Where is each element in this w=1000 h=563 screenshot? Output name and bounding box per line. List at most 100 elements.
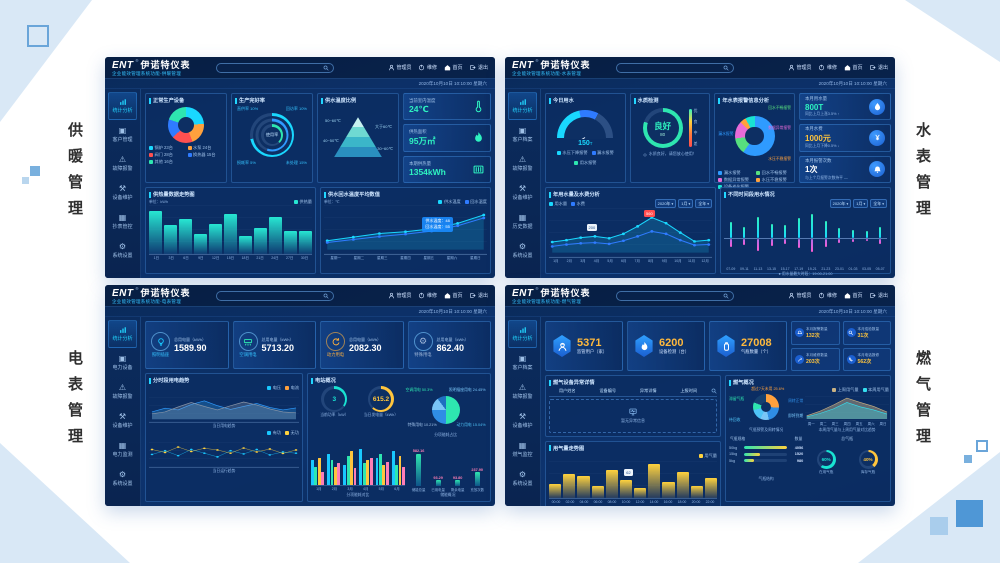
tools-icon: ⚒ — [118, 411, 127, 421]
logo: ENT ® 伊诺特仪表 企业能效管理系统功能-水表管理 — [512, 58, 608, 78]
sidebar-item-settings[interactable]: ⚙ 系统设置 — [112, 241, 133, 260]
nav-home[interactable]: 首页 — [444, 64, 462, 71]
range-select[interactable]: 全年 — [870, 199, 887, 208]
power-icon — [819, 64, 825, 71]
nav-logout[interactable]: 退出 — [469, 292, 488, 299]
app-header: ENT ® 伊诺特仪表 企业能效管理系统功能-供暖管理 管理员 维修 首页 退出 — [105, 57, 495, 79]
nav-admin[interactable]: 管理员 — [388, 292, 411, 299]
sidebar-item-monitor[interactable]: ▦ 燃气监控 — [512, 440, 533, 459]
range-select[interactable]: 全年 — [695, 199, 712, 208]
search-input[interactable] — [216, 290, 334, 301]
temp-line-chart — [324, 205, 487, 255]
sidebar-item-meter[interactable]: ▦ 抄表管控 — [112, 212, 133, 231]
ac-icon — [243, 338, 253, 346]
nav-admin[interactable]: 管理员 — [788, 292, 811, 299]
col-device-id[interactable]: 设备编号 — [599, 388, 617, 393]
x-axis-labels: 07-09 09-11 11-13 13-15 15-17 17-19 19-21 21-23… — [726, 267, 885, 271]
panel-title: 燃气概况 — [733, 380, 754, 386]
user-icon — [788, 292, 794, 299]
nav-home[interactable]: 首页 — [444, 292, 462, 299]
card-special: ⚙ 特殊用电 总用电量（kWh） 862.40 — [407, 321, 491, 369]
logo-reg: ® — [135, 285, 139, 291]
sidebar-item-customers[interactable]: ▣ 客户档案 — [512, 125, 533, 144]
nav-service[interactable]: 维修 — [818, 292, 837, 299]
year-select[interactable]: 2020年 — [829, 199, 852, 208]
panel-period-usage: 不同时间段用水情况 2020年1月全年 07-0909-1111-1313-15… — [720, 187, 891, 276]
logout-icon — [470, 65, 476, 70]
card-ac: 空调用电 总用电量（kWh） 5713.20 — [232, 321, 316, 369]
subtitle: 企业能效管理系统功能-燃气管理 — [512, 299, 581, 305]
nav-logout[interactable]: 退出 — [869, 292, 888, 299]
panel-abnormal: 燃气设备异常详情 用户姓名 设备编号 异常详情 上报时间 暂无异常信息 — [545, 375, 721, 437]
quality-ring-chart: 良好 80 — [642, 108, 683, 148]
panel-usage-trend: 分时段用电趋势 电压 电流 当日用电趋势 有功 无功 当日运行趋势 — [145, 373, 303, 502]
ring-center-label: 使用率 — [265, 132, 279, 137]
flame-icon — [635, 335, 653, 357]
search-input[interactable] — [216, 62, 334, 73]
col-detail[interactable]: 异常详情 — [639, 388, 657, 393]
search-icon — [723, 293, 729, 298]
sidebar-item-stats[interactable]: 统计分析 — [108, 92, 137, 120]
sidebar-item-settings[interactable]: ⚙ 系统设置 — [512, 241, 533, 260]
search-input[interactable] — [616, 62, 734, 73]
sidebar-item-customers[interactable]: ▣ 客户档案 — [512, 353, 533, 372]
nav-home[interactable]: 首页 — [844, 64, 862, 71]
datetime: 2020年10月10日 10:10:00 星期六 — [418, 80, 487, 86]
logo-reg: ® — [535, 285, 539, 291]
col-report-time[interactable]: 上报时间 — [680, 388, 698, 393]
sidebar-item-history[interactable]: ▦ 历史数据 — [512, 212, 533, 231]
sidebar-item-devices[interactable]: ▣ 电力设备 — [112, 353, 133, 372]
sidebar-item-alarm[interactable]: ⚠ 故障报警 — [512, 382, 533, 401]
chart-tooltip: 供水温度：48 回水温度：55 — [422, 216, 453, 232]
sidebar-item-alarm[interactable]: ⚠ 故障报警 — [512, 154, 533, 173]
sidebar-item-stats[interactable]: 统计分析 — [108, 320, 137, 348]
tools-icon: ⚒ — [118, 183, 127, 193]
gear-icon: ⚙ — [118, 469, 127, 479]
logo-ent: ENT — [512, 287, 534, 299]
sidebar-item-customers[interactable]: ▣ 客户管理 — [112, 125, 133, 144]
panel-alarm-analysis: 年水表报警信息分析 回水不畅报警 数据异常报警 水压不稳报警 漏水报警 漏水报警… — [714, 93, 796, 189]
nav-service[interactable]: 维修 — [418, 64, 437, 71]
search-icon[interactable] — [711, 388, 717, 394]
sidebar-item-settings[interactable]: ⚙ 系统设置 — [512, 469, 533, 488]
sidebar-item-maintenance[interactable]: ⚒ 设备维护 — [512, 411, 533, 430]
clipboard-icon: ▣ — [518, 353, 527, 363]
nav-admin[interactable]: 管理员 — [388, 64, 411, 71]
year-select[interactable]: 2020年 — [654, 199, 677, 208]
year-line-chart — [549, 208, 712, 258]
nav-logout[interactable]: 退出 — [869, 64, 888, 71]
sidebar-item-stats[interactable]: 统计分析 — [508, 320, 537, 348]
search-input[interactable] — [616, 290, 734, 301]
sidebar-item-stats[interactable]: 统计分析 — [508, 92, 537, 120]
x-axis-labels: 1月 2月 3月 4月 5月 6月 7月 8月 9月 10月 11月 12月 — [553, 259, 709, 263]
chart-caption: 当日用电趋势 — [212, 424, 236, 428]
col-username[interactable]: 用户姓名 — [558, 388, 576, 393]
nav-admin[interactable]: 管理员 — [788, 64, 811, 71]
sidebar-item-alarm[interactable]: ⚠ 故障报警 — [112, 154, 133, 173]
nav-service[interactable]: 维修 — [818, 64, 837, 71]
x-axis-labels: 星期一 星期二 星期三 星期四 星期五 星期六 星期日 — [330, 256, 481, 260]
stat-cards: 本月用水量 800T 同比上月上涨3.5% ↑ 本月水费 1000元 同比上月下降0.5… — [799, 93, 892, 183]
decor-square — [30, 166, 40, 176]
panel-water-temp-avg: 供水回水温度平均数值 单位：℃ 供水温度 回水温度 供水温度：48 回水温度：55 星… — [320, 187, 491, 274]
nav-home[interactable]: 首页 — [844, 292, 862, 299]
sidebar-item-alarm[interactable]: ⚠ 故障报警 — [112, 382, 133, 401]
dashboard-heating: ENT ® 伊诺特仪表 企业能效管理系统功能-供暖管理 管理员 维修 首页 退出 2… — [105, 57, 495, 278]
nav-service[interactable]: 维修 — [418, 292, 437, 299]
sidebar-item-monitor[interactable]: ▦ 电力监测 — [112, 440, 133, 459]
month-select[interactable]: 1月 — [678, 199, 694, 208]
meter-icon: ▦ — [518, 440, 527, 450]
empty-state: 暂无异常信息 — [549, 398, 717, 433]
month-select[interactable]: 1月 — [853, 199, 869, 208]
gear-icon: ⚙ — [118, 241, 127, 251]
power-icon — [419, 292, 425, 299]
sidebar-item-maintenance[interactable]: ⚒ 设备维护 — [512, 183, 533, 202]
flame-icon — [475, 132, 482, 143]
home-icon — [844, 65, 851, 71]
panel-supply-temp: 供水温度比例 50~60℃ 40~50℃ 大于60℃ 30~60℃ — [317, 93, 399, 183]
sidebar-item-maintenance[interactable]: ⚒ 设备维护 — [112, 183, 133, 202]
value-tag: 62 — [624, 468, 633, 476]
nav-logout[interactable]: 退出 — [469, 64, 488, 71]
sidebar-item-settings[interactable]: ⚙ 系统设置 — [112, 469, 133, 488]
sidebar-item-maintenance[interactable]: ⚒ 设备维护 — [112, 411, 133, 430]
